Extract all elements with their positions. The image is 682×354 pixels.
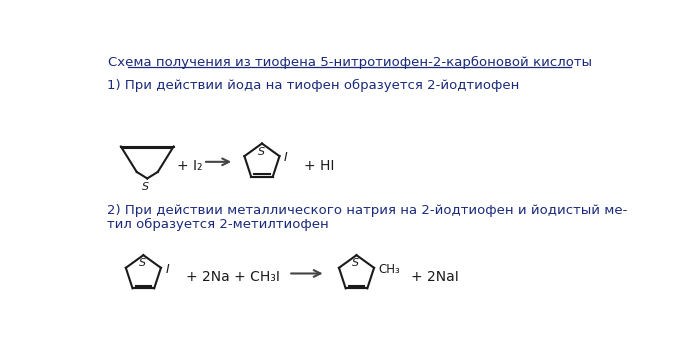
Text: CH₃: CH₃ — [378, 263, 400, 276]
Text: + 2Na + CH₃I: + 2Na + CH₃I — [186, 270, 280, 284]
Text: + I₂: + I₂ — [177, 159, 202, 173]
Text: + HI: + HI — [303, 159, 334, 173]
Text: Схема получения из тиофена 5-нитротиофен-2-карбоновой кислоты: Схема получения из тиофена 5-нитротиофен… — [108, 56, 591, 69]
Text: 2) При действии металлического натрия на 2-йодтиофен и йодистый ме-: 2) При действии металлического натрия на… — [107, 204, 627, 217]
Text: I: I — [166, 263, 169, 276]
Text: 1) При действии йода на тиофен образуется 2-йодтиофен: 1) При действии йода на тиофен образуетс… — [107, 79, 519, 92]
Text: S: S — [258, 147, 265, 156]
Text: S: S — [352, 258, 359, 268]
Text: S: S — [139, 258, 146, 268]
Text: + 2NaI: + 2NaI — [411, 270, 458, 284]
Text: I: I — [284, 151, 288, 164]
Text: тил образуется 2-метилтиофен: тил образуется 2-метилтиофен — [107, 218, 329, 231]
Text: S: S — [142, 182, 149, 192]
